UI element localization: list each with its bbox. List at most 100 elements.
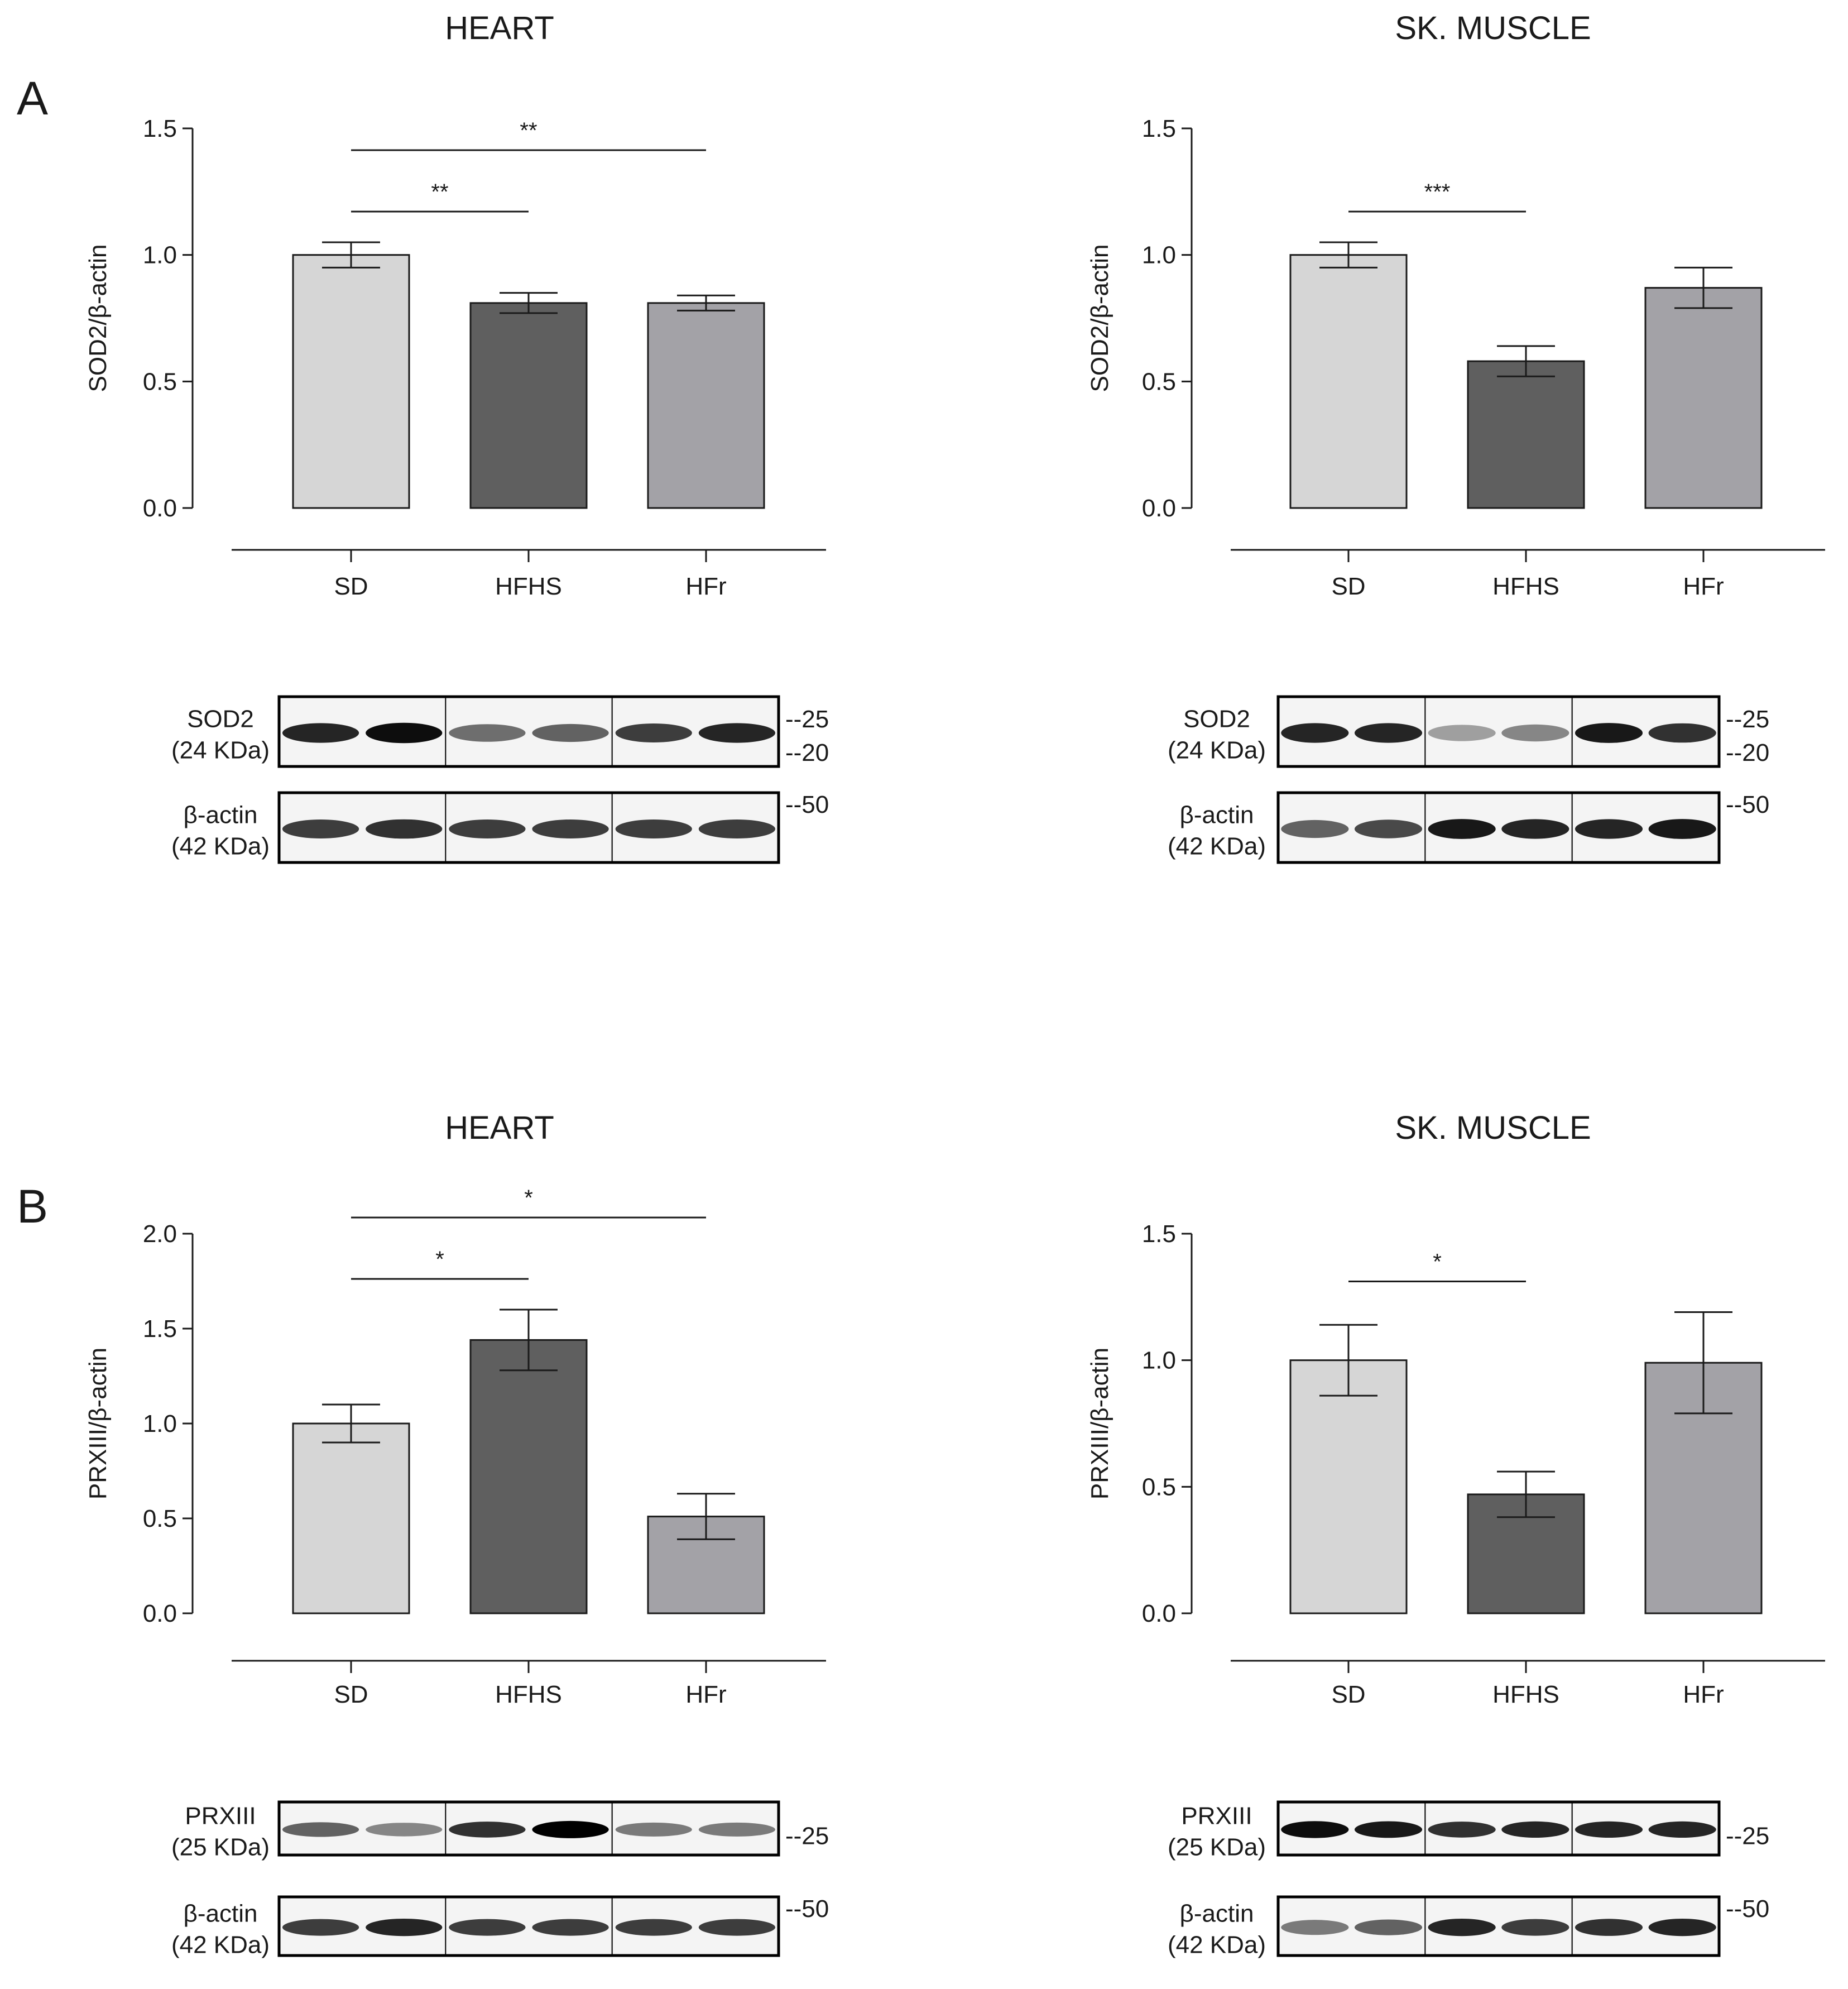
blot-protein-label: SOD2 — [1183, 706, 1250, 733]
chart-B-2-y-axis-title: PRXIII/β-actin — [1086, 1348, 1113, 1499]
chart-B-2-title: SK. MUSCLE — [1395, 1110, 1591, 1146]
chart-A-1-y-tick-label: 0.5 — [143, 368, 177, 395]
blot-band — [532, 819, 609, 838]
chart-A-1-bar-hfhs — [469, 302, 588, 509]
blot-band — [366, 819, 443, 839]
blot-size-label: (24 KDa) — [1168, 737, 1266, 764]
blot-band — [1428, 1919, 1496, 1937]
chart-A-2-bar-hfhs — [1467, 360, 1585, 509]
blot-band — [282, 1822, 359, 1837]
chart-B-1-y-tick-label: 0.5 — [143, 1505, 177, 1532]
blot-mw-marker: --25 — [1726, 1823, 1769, 1850]
blot-band — [1428, 1822, 1496, 1838]
blot-band — [282, 819, 359, 838]
panel-letter-B: B — [17, 1180, 48, 1233]
blot-band — [366, 722, 443, 744]
chart-A-1-blot-sod2: SOD2 (24 KDa) --25 --20 — [171, 695, 829, 768]
chart-B-1-y-tick-label: 0.0 — [143, 1600, 177, 1627]
blot-size-label: (42 KDa) — [171, 1932, 270, 1959]
blot-band — [615, 1919, 692, 1936]
chart-A-2-x-tick-label: HFr — [1683, 573, 1724, 600]
blot-band — [698, 1822, 776, 1837]
chart-A-1-x-tick-label: HFr — [685, 573, 726, 600]
chart-B-2-blot-prxiii: PRXIII (25 KDa) --25 — [1168, 1800, 1769, 1861]
chart-B-2-bar-sd — [1289, 1359, 1408, 1614]
chart-A-1-y-tick-label: 1.0 — [143, 242, 177, 269]
chart-A-1-x-tick-label: HFHS — [495, 573, 562, 600]
chart-A-2-blot-sod2: SOD2 (24 KDa) --25 --20 — [1168, 695, 1769, 768]
blot-mw-marker: --50 — [785, 791, 829, 818]
chart-A-1-title: HEART — [445, 10, 554, 46]
chart-A-1-blot-actin: β-actin (42 KDa) --50 — [171, 791, 829, 864]
blot-mw-marker: --50 — [1726, 1895, 1769, 1923]
chart-B-2-sig-label: * — [1433, 1250, 1442, 1274]
chart-A-1-bar-hfr — [647, 302, 765, 509]
blot-frame — [1276, 1800, 1721, 1857]
chart-A-2-bar-hfr — [1644, 287, 1763, 509]
chart-B-1-x-tick-label: HFr — [685, 1681, 726, 1708]
chart-B-1-y-tick-label: 1.5 — [143, 1315, 177, 1343]
chart-A-2-y-tick-label: 0.5 — [1142, 368, 1176, 395]
chart-B-1-y-tick-label: 2.0 — [143, 1220, 177, 1248]
chart-A-2-y-tick-label: 1.0 — [1142, 242, 1176, 269]
blot-band — [1354, 1919, 1423, 1935]
chart-B-1-x-tick-label: HFHS — [495, 1681, 562, 1708]
blot-band — [1648, 1919, 1716, 1937]
chart-A-2-blot-actin: β-actin (42 KDa) --50 — [1168, 791, 1769, 864]
blot-band — [366, 1823, 443, 1837]
chart-B-2-blot-actin: β-actin (42 KDa) --50 — [1168, 1895, 1769, 1959]
chart-A-1-y-axis-title: SOD2/β-actin — [84, 245, 112, 392]
blot-band — [1501, 724, 1569, 742]
blot-size-label: (24 KDa) — [171, 737, 270, 764]
blot-band — [615, 819, 692, 838]
chart-A-2-sig-label: *** — [1424, 180, 1451, 204]
blot-band — [1575, 1821, 1643, 1838]
blot-band — [698, 1919, 776, 1936]
blot-band — [532, 1820, 609, 1838]
blot-mw-marker: --25 — [785, 1823, 829, 1850]
blot-band — [1575, 819, 1643, 839]
blot-protein-label: PRXIII — [185, 1803, 256, 1830]
blot-protein-label: PRXIII — [1181, 1803, 1252, 1830]
blot-mw-marker: --25 — [1726, 706, 1769, 733]
blot-protein-label: β-actin — [1180, 802, 1254, 829]
chart-A-1-y-tick-label: 0.0 — [143, 495, 177, 522]
blot-protein-label: β-actin — [184, 1900, 258, 1928]
chart-B-2: SK. MUSCLE 0.0 0.5 1.0 1.5 PRXIII/β-actin SD HF… — [1086, 1110, 1825, 1708]
chart-B-2-y-tick-label: 1.0 — [1142, 1347, 1176, 1374]
blot-size-label: (25 KDa) — [1168, 1834, 1266, 1861]
chart-B-1-sig-label: * — [435, 1247, 444, 1272]
blot-band — [282, 723, 359, 743]
chart-B-2-y-tick-label: 0.5 — [1142, 1473, 1176, 1501]
blot-band — [1281, 819, 1349, 838]
blot-band — [449, 819, 526, 838]
chart-B-1-sig-label: * — [524, 1186, 533, 1210]
blot-band — [1354, 723, 1423, 743]
chart-B-1-bar-sd — [292, 1422, 410, 1614]
blot-frame — [277, 1895, 780, 1957]
chart-A-2: SK. MUSCLE 0.0 0.5 1.0 1.5 SOD2/β-actin SD HFHS… — [1086, 10, 1825, 600]
blot-band — [1575, 723, 1643, 743]
chart-B-1-title: HEART — [445, 1110, 554, 1146]
chart-B-1-y-axis-title: PRXIII/β-actin — [84, 1348, 112, 1499]
blot-band — [1648, 819, 1716, 839]
chart-B-1: HEART 0.0 0.5 1.0 1.5 2.0 PRXIII/β-actin SD HFHS… — [84, 1110, 826, 1708]
panel-letter-A: A — [17, 72, 48, 124]
blot-band — [698, 723, 776, 743]
blot-band — [1281, 1821, 1349, 1838]
blot-size-label: (42 KDa) — [171, 833, 270, 860]
blot-frame — [1276, 1895, 1721, 1957]
blot-band — [1354, 819, 1423, 838]
blot-frame — [277, 1800, 780, 1857]
blot-frame — [277, 791, 780, 864]
blot-band — [532, 723, 609, 742]
blot-band — [615, 1822, 692, 1837]
blot-protein-label: SOD2 — [187, 706, 254, 733]
blot-band — [1281, 723, 1349, 743]
chart-B-1-bar-hfhs — [469, 1339, 588, 1614]
blot-band — [282, 1919, 359, 1936]
blot-band — [1428, 725, 1496, 741]
chart-B-2-y-tick-label: 0.0 — [1142, 1600, 1176, 1627]
chart-A-1-x-tick-label: SD — [334, 573, 368, 600]
chart-B-2-x-tick-label: HFr — [1683, 1681, 1724, 1708]
